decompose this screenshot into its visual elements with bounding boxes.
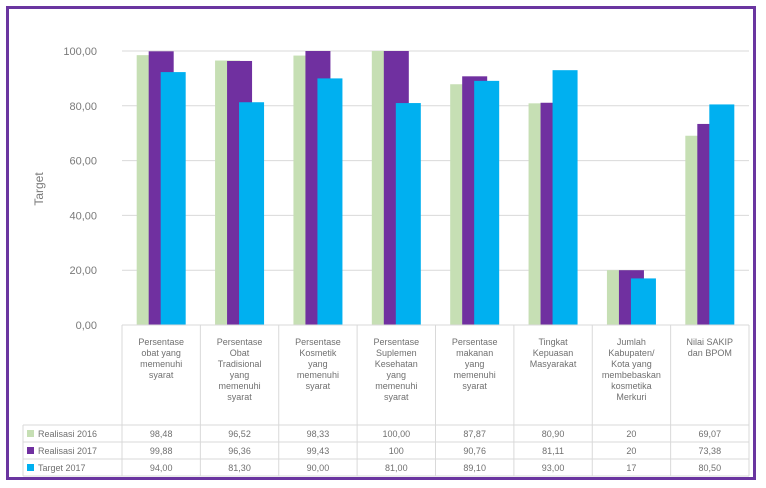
- category-label: memenuhi: [297, 370, 339, 380]
- category-label: Kabupaten/: [608, 348, 655, 358]
- category-label: Masyarakat: [530, 359, 577, 369]
- category-label: memenuhi: [454, 370, 496, 380]
- y-tick-label: 20,00: [69, 265, 97, 277]
- legend-label: Realisasi 2016: [38, 429, 97, 439]
- data-label: 90,00: [307, 463, 330, 473]
- data-label: 73,38: [699, 446, 722, 456]
- category-label: kosmetika: [611, 381, 652, 391]
- bar-target-2017: [474, 80, 500, 325]
- chart-frame: 0,00 20,00 40,00 60,00 80,00 100,00 Target Pers…: [6, 6, 756, 480]
- category-label: syarat: [227, 392, 252, 402]
- bar-target-2017: [552, 70, 578, 326]
- legend-label: Realisasi 2017: [38, 446, 97, 456]
- legend-swatch: [27, 447, 34, 454]
- legend-label: Target 2017: [38, 463, 86, 473]
- category-label: Kepuasan: [533, 348, 574, 358]
- y-axis-label: Target: [32, 172, 46, 206]
- category-label: yang: [465, 359, 485, 369]
- category-label: syarat: [462, 381, 487, 391]
- data-label: 96,52: [228, 429, 251, 439]
- data-label: 81,30: [228, 463, 251, 473]
- data-label: 96,36: [228, 446, 251, 456]
- data-label: 80,90: [542, 429, 565, 439]
- category-label: syarat: [149, 370, 174, 380]
- category-label: syarat: [384, 392, 409, 402]
- category-label: Tingkat: [538, 337, 568, 347]
- category-label: Persentase: [217, 337, 263, 347]
- category-label: Suplemen: [376, 348, 417, 358]
- data-label: 99,88: [150, 446, 173, 456]
- category-label: Persentase: [374, 337, 420, 347]
- category-label: makanan: [456, 348, 493, 358]
- data-label: 80,50: [699, 463, 722, 473]
- data-label: 89,10: [463, 463, 486, 473]
- data-label: 93,00: [542, 463, 565, 473]
- bar-target-2017: [630, 278, 656, 325]
- category-label: memenuhi: [140, 359, 182, 369]
- category-label: memenuhi: [219, 381, 261, 391]
- y-tick-label: 40,00: [69, 210, 97, 222]
- category-label: obat yang: [141, 348, 181, 358]
- data-label: 94,00: [150, 463, 173, 473]
- data-label: 90,76: [463, 446, 486, 456]
- category-label: yang: [230, 370, 250, 380]
- category-label: Merkuri: [616, 392, 646, 402]
- bar-chart: 0,00 20,00 40,00 60,00 80,00 100,00 Target Pers…: [22, 46, 750, 477]
- y-tick-label: 80,00: [69, 101, 97, 113]
- category-label: Jumlah: [617, 337, 646, 347]
- category-label: membebaskan: [602, 370, 661, 380]
- data-label: 100,00: [383, 429, 411, 439]
- data-label: 98,33: [307, 429, 330, 439]
- category-label: yang: [387, 370, 407, 380]
- data-label: 81,11: [542, 446, 564, 456]
- y-tick-label: 0,00: [76, 320, 97, 332]
- data-label: 100: [389, 446, 404, 456]
- category-label: yang: [308, 359, 328, 369]
- bar-target-2017: [160, 72, 186, 326]
- legend-swatch: [27, 464, 34, 471]
- data-label: 99,43: [307, 446, 330, 456]
- legend-swatch: [27, 430, 34, 437]
- y-tick-label: 100,00: [63, 46, 97, 58]
- category-label: Kota yang: [611, 359, 652, 369]
- data-label: 81,00: [385, 463, 408, 473]
- category-label: Kosmetik: [299, 348, 337, 358]
- bar-target-2017: [239, 102, 265, 325]
- category-label: syarat: [306, 381, 331, 391]
- y-tick-label: 60,00: [69, 156, 97, 168]
- data-label: 17: [626, 463, 636, 473]
- category-label: Kesehatan: [375, 359, 418, 369]
- category-label: Nilai SAKIP: [687, 337, 734, 347]
- category-label: Tradisional: [218, 359, 262, 369]
- data-label: 20: [626, 446, 636, 456]
- category-label: Persentase: [138, 337, 184, 347]
- bar-target-2017: [395, 103, 421, 325]
- category-label: Persentase: [295, 337, 341, 347]
- category-label: Persentase: [452, 337, 498, 347]
- data-label: 98,48: [150, 429, 173, 439]
- bar-target-2017: [709, 104, 735, 326]
- bar-target-2017: [317, 78, 343, 326]
- category-label: dan BPOM: [688, 348, 732, 358]
- data-label: 20: [626, 429, 636, 439]
- data-label: 87,87: [463, 429, 486, 439]
- category-label: memenuhi: [375, 381, 417, 391]
- data-label: 69,07: [699, 429, 722, 439]
- category-label: Obat: [230, 348, 250, 358]
